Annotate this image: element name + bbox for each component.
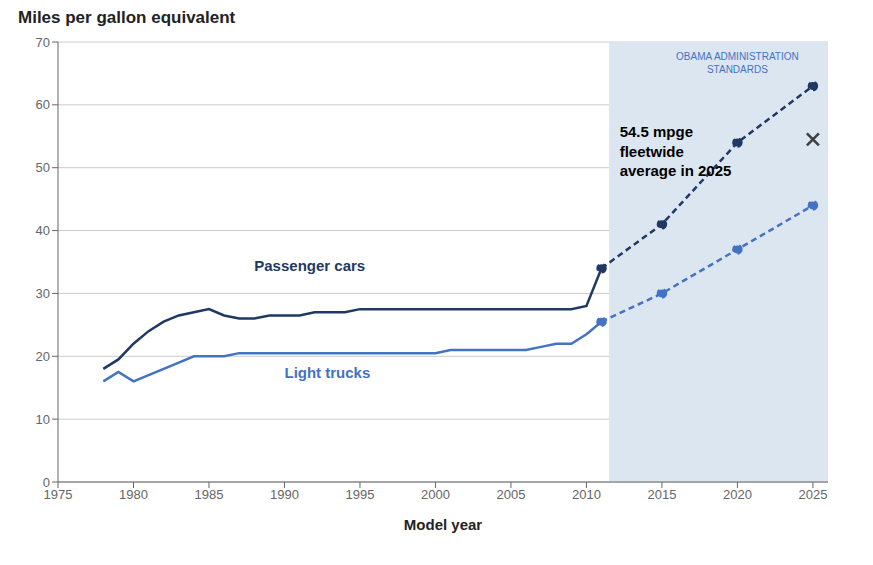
svg-text:54.5 mpgefleetwideaverage in 2: 54.5 mpgefleetwideaverage in 2025 (620, 123, 732, 179)
svg-text:10: 10 (36, 412, 50, 427)
svg-text:Light trucks: Light trucks (284, 364, 370, 381)
svg-text:60: 60 (36, 97, 50, 112)
svg-text:Passenger cars: Passenger cars (254, 257, 365, 274)
svg-text:40: 40 (36, 223, 50, 238)
svg-text:Model year: Model year (404, 516, 483, 533)
svg-text:50: 50 (36, 160, 50, 175)
svg-text:1980: 1980 (119, 487, 148, 502)
svg-text:2010: 2010 (572, 487, 601, 502)
svg-text:2015: 2015 (647, 487, 676, 502)
svg-text:2025: 2025 (798, 487, 827, 502)
svg-text:2000: 2000 (421, 487, 450, 502)
svg-text:20: 20 (36, 349, 50, 364)
svg-text:2005: 2005 (496, 487, 525, 502)
svg-text:0: 0 (43, 475, 50, 490)
html-text:Miles per gallon equivalent: Miles per gallon equivalent (18, 8, 236, 27)
svg-text:1990: 1990 (270, 487, 299, 502)
svg-text:1995: 1995 (345, 487, 374, 502)
svg-text:70: 70 (36, 35, 50, 50)
svg-text:30: 30 (36, 286, 50, 301)
svg-text:1975: 1975 (43, 487, 73, 503)
svg-text:2020: 2020 (723, 487, 752, 502)
svg-text:1985: 1985 (195, 487, 224, 502)
svg-text:OBAMA ADMINISTRATIONSTANDARDS: OBAMA ADMINISTRATIONSTANDARDS (676, 51, 799, 75)
